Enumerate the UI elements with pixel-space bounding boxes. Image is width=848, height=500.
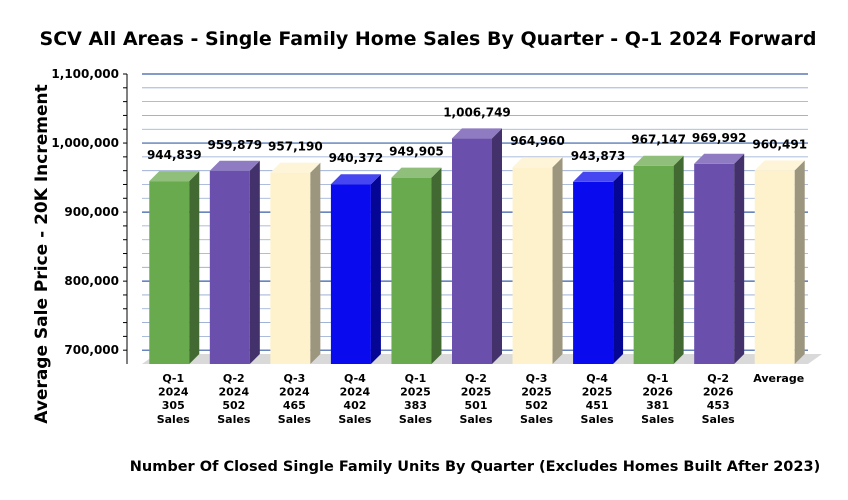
bar	[573, 171, 624, 364]
bar	[270, 162, 321, 364]
bar-side	[189, 171, 200, 364]
bar-top	[512, 157, 563, 168]
category-label: Q-1 2025 383 Sales	[399, 372, 433, 426]
bar-front	[391, 177, 432, 364]
category-label: Q-2 2025 501 Sales	[459, 372, 493, 426]
category-labels: Q-1 2024 305 Sales Q-2 2024 502 Sales Q-3 2024 465…	[157, 372, 804, 426]
bar-side	[734, 153, 745, 364]
bar-top	[754, 160, 805, 171]
y-tick-labels: 700,000 800,000 900,000 1,000,000 1,100,000	[51, 67, 119, 357]
bar-top	[573, 171, 624, 182]
bar-front	[633, 165, 674, 364]
category-label: Q-4 2024 402 Sales	[338, 372, 372, 426]
bar-side	[794, 160, 805, 364]
data-label: 960,491	[752, 137, 807, 151]
bar-side	[673, 155, 684, 364]
category-label: Average	[753, 372, 804, 385]
bar-top	[270, 162, 321, 173]
bar-top	[391, 167, 442, 178]
bar	[754, 160, 805, 364]
bar	[209, 160, 260, 364]
bar-top	[694, 153, 745, 164]
chart-title: SCV All Areas - Single Family Home Sales…	[40, 28, 817, 50]
bar-front	[694, 163, 735, 364]
bar	[694, 153, 745, 364]
data-label: 943,873	[571, 149, 626, 163]
bar-front	[330, 184, 371, 364]
data-label: 1,006,749	[443, 105, 511, 119]
data-label: 967,147	[631, 133, 686, 147]
bar-side	[431, 167, 442, 364]
y-tick-label: 800,000	[64, 274, 119, 288]
bar-side	[370, 174, 381, 364]
bar	[633, 155, 684, 364]
data-label: 964,960	[510, 134, 565, 148]
bar-front	[270, 172, 311, 364]
bar	[452, 128, 502, 364]
bar-side	[249, 160, 260, 364]
bar-side	[613, 171, 624, 364]
category-label: Q-4 2025 451 Sales	[581, 372, 615, 426]
bar-side	[492, 128, 502, 364]
x-axis-label: Number Of Closed Single Family Units By …	[130, 459, 820, 475]
bar-front	[452, 138, 492, 364]
category-label: Q-2 2024 502 Sales	[217, 372, 251, 426]
data-label: 959,879	[207, 138, 262, 152]
bar-front	[754, 170, 795, 364]
y-tick-label: 1,100,000	[51, 67, 119, 81]
y-axis	[123, 73, 128, 364]
data-label: 944,839	[147, 148, 202, 162]
y-axis-label: Average Sale Price - 20K Increment	[32, 84, 52, 423]
data-label: 957,190	[268, 140, 323, 154]
bar	[512, 157, 563, 364]
bar-side	[552, 157, 563, 364]
y-tick-label: 900,000	[64, 205, 119, 219]
bars	[149, 128, 805, 364]
bar-front	[573, 181, 614, 364]
category-label: Q-3 2025 502 Sales	[520, 372, 554, 426]
y-tick-label: 700,000	[64, 343, 119, 357]
category-label: Q-2 2026 453 Sales	[702, 372, 736, 426]
category-label: Q-1 2026 381 Sales	[641, 372, 675, 426]
bar-front	[512, 167, 553, 364]
bar-side	[310, 162, 321, 364]
bar	[149, 171, 200, 364]
category-label: Q-1 2024 305 Sales	[157, 372, 191, 426]
data-label: 940,372	[329, 151, 384, 165]
bar-top	[633, 155, 684, 166]
bar-front	[149, 181, 190, 364]
bar-top	[452, 128, 502, 139]
bar	[391, 167, 442, 364]
bar	[330, 174, 381, 364]
y-tick-label: 1,000,000	[51, 136, 119, 150]
category-label: Q-3 2024 465 Sales	[278, 372, 312, 426]
data-label: 969,992	[692, 131, 747, 145]
bar-top	[209, 160, 260, 171]
data-labels: 944,839 959,879 957,190 940,372 949,905 1,006…	[147, 105, 807, 165]
bar-front	[209, 170, 250, 364]
bar-top	[149, 171, 200, 182]
data-label: 949,905	[389, 145, 444, 159]
bar-top	[330, 174, 381, 185]
